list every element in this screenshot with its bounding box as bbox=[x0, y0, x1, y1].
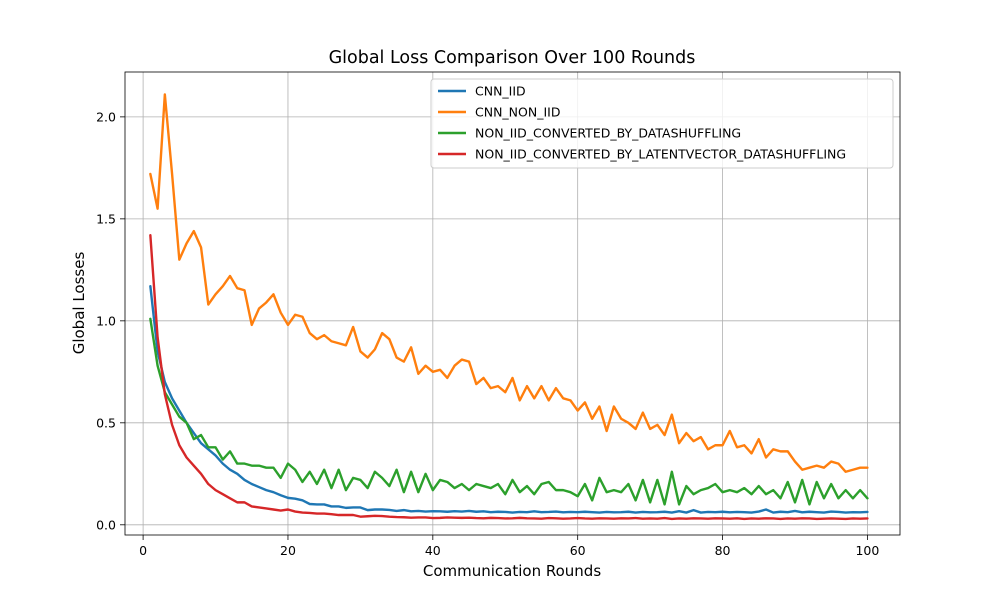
x-tick-label: 100 bbox=[855, 543, 879, 558]
series-line-non-iid-converted-by-datashuffling bbox=[149, 317, 869, 506]
y-tick-label: 2.0 bbox=[96, 109, 116, 124]
x-tick-label: 20 bbox=[280, 543, 296, 558]
y-tick-label: 0.5 bbox=[96, 415, 116, 430]
series-line-cnn-iid bbox=[149, 284, 869, 514]
series-lines bbox=[149, 93, 869, 521]
legend: CNN_IID CNN_NON_IID NON_IID_CONVERTED_BY_D… bbox=[430, 78, 894, 169]
plot-frame bbox=[124, 71, 901, 536]
legend-label: NON_IID_CONVERTED_BY_DATASHUFFLING bbox=[475, 126, 741, 141]
x-tick-label: 0 bbox=[139, 543, 147, 558]
legend-label: NON_IID_CONVERTED_BY_LATENTVECTOR_DATASH… bbox=[475, 147, 846, 162]
chart-title: Global Loss Comparison Over 100 Rounds bbox=[329, 48, 696, 68]
axis-ticks: 0 20 40 60 80 100 0.0 0.5 1.0 1.5 2.0 bbox=[96, 109, 879, 558]
x-tick-label: 60 bbox=[570, 543, 586, 558]
series-line-non-iid-converted-by-latentvector-datashuffling bbox=[149, 233, 869, 521]
legend-label: CNN_IID bbox=[475, 84, 526, 99]
y-tick-label: 1.0 bbox=[96, 313, 116, 328]
legend-label: CNN_NON_IID bbox=[475, 105, 560, 120]
x-tick-label: 40 bbox=[425, 543, 441, 558]
y-tick-label: 1.5 bbox=[96, 211, 116, 226]
x-axis-label: Communication Rounds bbox=[423, 562, 601, 580]
x-tick-label: 80 bbox=[715, 543, 731, 558]
y-tick-label: 0.0 bbox=[96, 517, 116, 532]
y-axis-label: Global Losses bbox=[70, 252, 88, 355]
legend-box bbox=[430, 78, 894, 169]
series-line-cnn-non-iid bbox=[149, 93, 869, 473]
